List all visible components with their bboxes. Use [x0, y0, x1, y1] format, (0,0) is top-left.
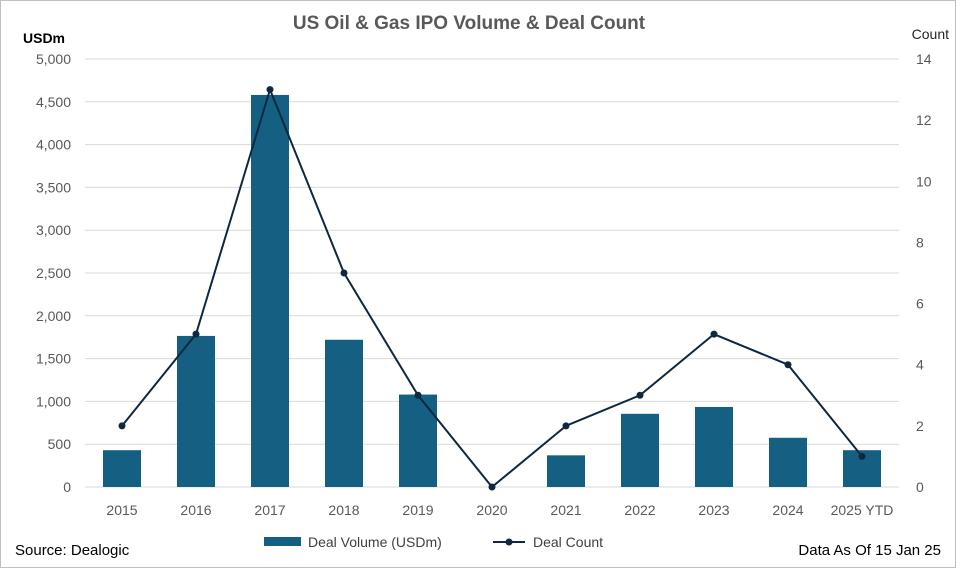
- chart-title: US Oil & Gas IPO Volume & Deal Count: [293, 13, 646, 34]
- left-tick-label: 2,500: [36, 265, 71, 281]
- line-point: [858, 452, 866, 460]
- x-tick-label: 2025 YTD: [831, 502, 894, 518]
- x-tick-label: 2015: [106, 502, 137, 518]
- bar: [769, 437, 807, 487]
- x-tick-label: 2023: [698, 502, 729, 518]
- x-tick-label: 2024: [772, 502, 803, 518]
- right-axis-unit: Count: [912, 26, 949, 42]
- bar: [399, 394, 437, 487]
- legend-marker-count: [505, 538, 513, 546]
- left-tick-label: 500: [48, 436, 72, 452]
- line-point: [562, 422, 570, 430]
- x-tick-label: 2019: [402, 502, 433, 518]
- line-point: [118, 422, 126, 430]
- line-point: [340, 269, 348, 277]
- line-series: [118, 86, 866, 491]
- left-tick-label: 4,000: [36, 137, 71, 153]
- left-tick-label: 5,000: [36, 51, 71, 67]
- line-point: [192, 330, 200, 338]
- right-tick-label: 2: [916, 418, 924, 434]
- left-tick-label: 1,000: [36, 393, 71, 409]
- right-tick-label: 6: [916, 296, 924, 312]
- x-tick-label: 2017: [254, 502, 285, 518]
- line-point: [488, 483, 496, 491]
- bar-series: [103, 94, 881, 488]
- gridlines: [85, 58, 899, 488]
- left-tick-label: 2,000: [36, 308, 71, 324]
- legend-label-volume: Deal Volume (USDm): [308, 534, 442, 550]
- bar: [547, 455, 585, 487]
- bar: [695, 406, 733, 487]
- line-point: [636, 391, 644, 399]
- left-axis-ticks: 0 500 1,000 1,500 2,000 2,500 3,000 3,500 4,000 4…: [36, 51, 71, 495]
- bar: [177, 335, 215, 487]
- right-tick-label: 12: [916, 112, 932, 128]
- left-tick-label: 0: [63, 479, 71, 495]
- right-tick-label: 14: [916, 51, 932, 67]
- right-axis-ticks: 0 2 4 6 8 10 12 14: [916, 51, 932, 495]
- line-point: [710, 330, 718, 338]
- legend-swatch-volume: [264, 537, 301, 546]
- data-as-of-note: Data As Of 15 Jan 25: [798, 542, 941, 559]
- legend: Deal Volume (USDm) Deal Count: [264, 534, 603, 550]
- x-tick-label: 2022: [624, 502, 655, 518]
- x-tick-label: 2020: [476, 502, 507, 518]
- x-tick-label: 2021: [550, 502, 581, 518]
- bar: [325, 339, 363, 487]
- right-tick-label: 4: [916, 357, 924, 373]
- line-point: [784, 361, 792, 369]
- x-tick-label: 2018: [328, 502, 359, 518]
- x-tick-label: 2016: [180, 502, 211, 518]
- left-axis-unit: USDm: [23, 30, 65, 46]
- right-tick-label: 8: [916, 234, 924, 250]
- line-point: [414, 391, 422, 399]
- left-tick-label: 4,500: [36, 94, 71, 110]
- bar: [621, 413, 659, 487]
- line-point: [266, 86, 274, 94]
- left-tick-label: 3,000: [36, 222, 71, 238]
- left-tick-label: 1,500: [36, 351, 71, 367]
- left-tick-label: 3,500: [36, 179, 71, 195]
- x-axis-labels: 2015 2016 2017 2018 2019 2020 2021 2022 2023 2024…: [106, 502, 893, 518]
- right-tick-label: 0: [916, 479, 924, 495]
- legend-label-count: Deal Count: [533, 534, 603, 550]
- deal-count-line: [121, 88, 863, 488]
- bar: [251, 94, 289, 488]
- source-note: Source: Dealogic: [15, 542, 130, 559]
- right-tick-label: 10: [916, 173, 932, 189]
- bar: [103, 450, 141, 487]
